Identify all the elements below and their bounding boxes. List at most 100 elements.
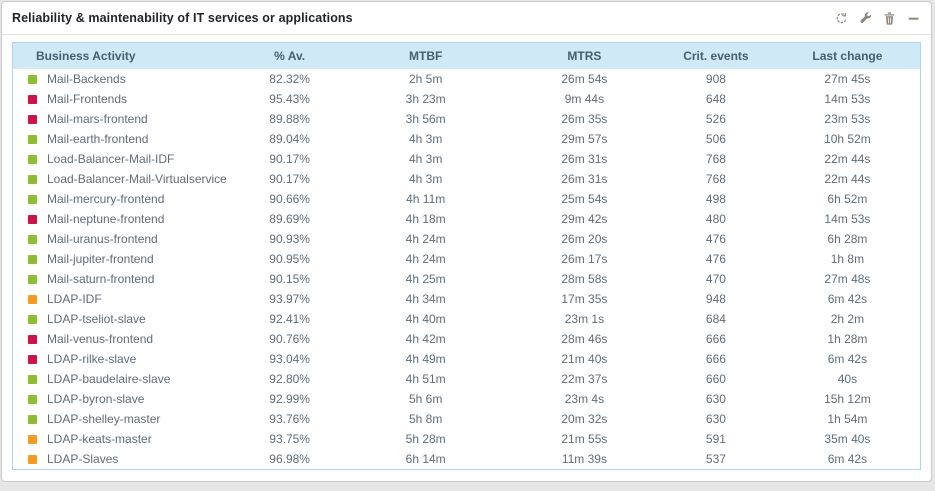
status-square-green	[28, 255, 37, 264]
wrench-icon[interactable]	[858, 11, 873, 26]
cell-last-change: 6h 28m	[827, 232, 868, 246]
cell-business-activity: LDAP-shelley-master	[13, 409, 240, 429]
table-row[interactable]: LDAP-Slaves 96.98% 6h 14m 11m 39s 537 6m…	[13, 449, 920, 469]
column-header-crit-events[interactable]: Crit. events	[656, 43, 775, 69]
table-row[interactable]: LDAP-rilke-slave 93.04% 4h 49m 21m 40s 6…	[13, 349, 920, 369]
status-square-green	[28, 195, 37, 204]
cell-crit-events: 684	[705, 312, 726, 326]
cell-business-activity: Load-Balancer-Mail-IDF	[13, 149, 240, 169]
cell-business-activity: LDAP-Slaves	[13, 449, 240, 469]
cell-availability: 93.97%	[269, 292, 310, 306]
table-row[interactable]: Mail-jupiter-frontend 90.95% 4h 24m 26m …	[13, 249, 920, 269]
cell-last-change: 1h 8m	[830, 252, 865, 266]
table-row[interactable]: LDAP-tseliot-slave 92.41% 4h 40m 23m 1s …	[13, 309, 920, 329]
cell-mtrs: 26m 17s	[561, 252, 608, 266]
cell-availability: 96.98%	[269, 452, 310, 466]
trash-icon[interactable]	[882, 11, 897, 26]
table-row[interactable]: Mail-neptune-frontend 89.69% 4h 18m 29m …	[13, 209, 920, 229]
column-header-availability[interactable]: % Av.	[239, 43, 340, 69]
cell-mtbf: 5h 6m	[409, 392, 443, 406]
cell-last-change: 1h 54m	[827, 412, 868, 426]
cell-crit-events: 498	[705, 192, 726, 206]
column-header-last-change[interactable]: Last change	[774, 43, 920, 69]
widget-header: Reliability & maintenability of IT servi…	[2, 2, 931, 35]
cell-mtrs: 23m 4s	[564, 392, 605, 406]
cell-mtrs: 26m 35s	[561, 112, 608, 126]
activity-label: Mail-uranus-frontend	[47, 232, 158, 246]
cell-availability: 90.76%	[269, 332, 310, 346]
cell-mtrs: 26m 20s	[561, 232, 608, 246]
activity-label: LDAP-tseliot-slave	[47, 312, 146, 326]
cell-mtrs: 26m 54s	[561, 72, 608, 86]
cell-business-activity: Mail-neptune-frontend	[13, 209, 240, 229]
refresh-icon[interactable]	[834, 11, 849, 26]
cell-crit-events: 470	[705, 272, 726, 286]
status-square-green	[28, 175, 37, 184]
cell-business-activity: Load-Balancer-Mail-Virtualservice	[13, 169, 240, 189]
table-row[interactable]: Mail-Frontends 95.43% 3h 23m 9m 44s 648 …	[13, 89, 920, 109]
table-row[interactable]: Mail-earth-frontend 89.04% 4h 3m 29m 57s…	[13, 129, 920, 149]
status-square-red	[28, 115, 37, 124]
table-row[interactable]: LDAP-baudelaire-slave 92.80% 4h 51m 22m …	[13, 369, 920, 389]
table-row[interactable]: LDAP-byron-slave 92.99% 5h 6m 23m 4s 630…	[13, 389, 920, 409]
cell-mtbf: 4h 18m	[405, 212, 446, 226]
cell-mtrs: 29m 42s	[561, 212, 608, 226]
cell-mtrs: 21m 40s	[561, 352, 608, 366]
activity-label: LDAP-shelley-master	[47, 412, 161, 426]
status-square-green	[28, 155, 37, 164]
activity-label: Mail-mars-frontend	[47, 112, 148, 126]
status-square-green	[28, 395, 37, 404]
cell-mtbf: 2h 5m	[409, 72, 443, 86]
table-row[interactable]: Mail-mars-frontend 89.88% 3h 56m 26m 35s…	[13, 109, 920, 129]
ba-table-wrap: Business Activity % Av. MTBF MTRS Crit. …	[12, 42, 921, 470]
cell-availability: 90.95%	[269, 252, 310, 266]
cell-business-activity: Mail-mercury-frontend	[13, 189, 240, 209]
status-square-green	[28, 415, 37, 424]
cell-mtbf: 4h 3m	[409, 132, 443, 146]
cell-business-activity: LDAP-baudelaire-slave	[13, 369, 240, 389]
cell-mtrs: 26m 31s	[561, 172, 608, 186]
table-row[interactable]: Mail-venus-frontend 90.76% 4h 42m 28m 46…	[13, 329, 920, 349]
cell-mtrs: 26m 31s	[561, 152, 608, 166]
table-row[interactable]: LDAP-keats-master 93.75% 5h 28m 21m 55s …	[13, 429, 920, 449]
minimize-icon[interactable]	[906, 11, 921, 26]
cell-availability: 93.76%	[269, 412, 310, 426]
table-row[interactable]: Mail-uranus-frontend 90.93% 4h 24m 26m 2…	[13, 229, 920, 249]
cell-last-change: 6m 42s	[827, 452, 868, 466]
cell-business-activity: Mail-Frontends	[13, 89, 240, 109]
cell-mtbf: 3h 23m	[405, 92, 446, 106]
status-square-orange	[28, 455, 37, 464]
cell-crit-events: 666	[705, 352, 726, 366]
cell-last-change: 6m 42s	[827, 292, 868, 306]
table-row[interactable]: Load-Balancer-Mail-Virtualservice 90.17%…	[13, 169, 920, 189]
cell-availability: 93.04%	[269, 352, 310, 366]
table-row[interactable]: Load-Balancer-Mail-IDF 90.17% 4h 3m 26m …	[13, 149, 920, 169]
cell-availability: 89.69%	[269, 212, 310, 226]
status-square-orange	[28, 295, 37, 304]
table-row[interactable]: LDAP-shelley-master 93.76% 5h 8m 20m 32s…	[13, 409, 920, 429]
cell-crit-events: 666	[705, 332, 726, 346]
table-row[interactable]: Mail-Backends 82.32% 2h 5m 26m 54s 908 2…	[13, 69, 920, 89]
cell-crit-events: 476	[705, 252, 726, 266]
status-square-red	[28, 95, 37, 104]
cell-mtbf: 4h 40m	[405, 312, 446, 326]
widget-panel: Reliability & maintenability of IT servi…	[1, 1, 932, 482]
status-square-green	[28, 75, 37, 84]
table-row[interactable]: Mail-mercury-frontend 90.66% 4h 11m 25m …	[13, 189, 920, 209]
table-row[interactable]: LDAP-IDF 93.97% 4h 34m 17m 35s 948 6m 42…	[13, 289, 920, 309]
cell-mtrs: 17m 35s	[561, 292, 608, 306]
activity-label: Mail-Frontends	[47, 92, 128, 106]
cell-mtrs: 28m 46s	[561, 332, 608, 346]
column-header-mtrs[interactable]: MTRS	[511, 43, 657, 69]
cell-last-change: 6h 52m	[827, 192, 868, 206]
table-row[interactable]: Mail-saturn-frontend 90.15% 4h 25m 28m 5…	[13, 269, 920, 289]
column-header-mtbf[interactable]: MTBF	[339, 43, 512, 69]
column-header-business-activity[interactable]: Business Activity	[13, 43, 240, 69]
cell-last-change: 2h 2m	[830, 312, 865, 326]
cell-mtrs: 29m 57s	[561, 132, 608, 146]
cell-last-change: 22m 44s	[824, 172, 871, 186]
cell-availability: 89.88%	[269, 112, 310, 126]
activity-label: LDAP-keats-master	[47, 432, 152, 446]
cell-availability: 92.80%	[269, 372, 310, 386]
cell-mtbf: 4h 11m	[406, 192, 446, 206]
